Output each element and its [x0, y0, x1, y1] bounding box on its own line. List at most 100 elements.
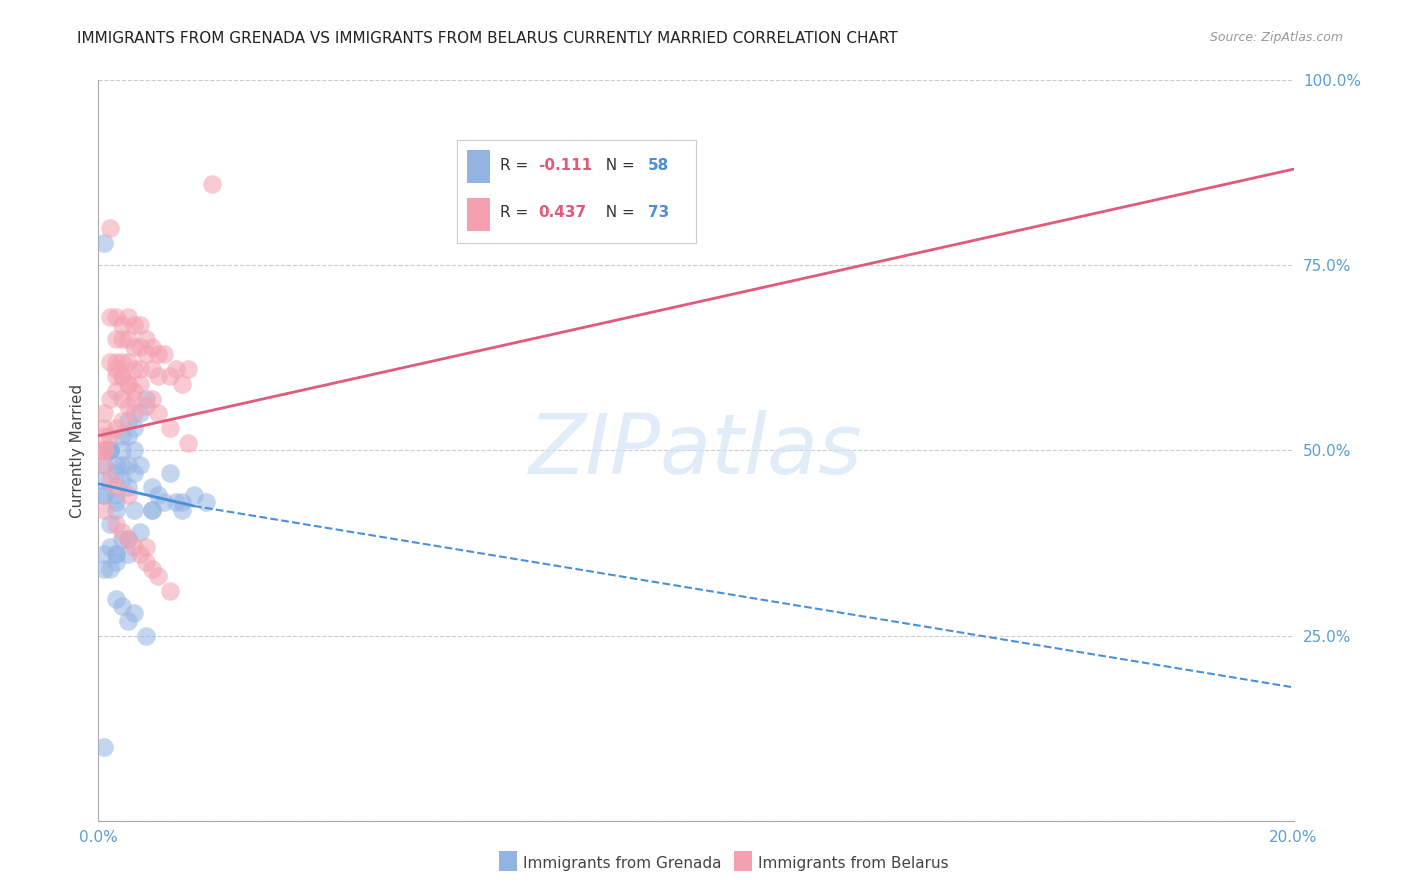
Point: [129, 362, 152, 376]
Point: [148, 488, 170, 502]
Point: [124, 540, 146, 554]
Point: [153, 347, 176, 361]
Point: [105, 310, 128, 325]
Point: [117, 354, 139, 368]
Point: [111, 392, 134, 406]
Point: [98, 443, 122, 458]
Point: [135, 555, 157, 569]
Point: [148, 347, 170, 361]
Point: [105, 362, 128, 376]
Point: [105, 384, 128, 399]
Point: [129, 340, 152, 354]
Point: [129, 407, 152, 421]
Point: [98, 562, 122, 576]
Point: [105, 502, 128, 516]
Point: [93, 443, 115, 458]
Point: [93, 473, 115, 487]
Point: [105, 555, 128, 569]
Point: [177, 436, 200, 450]
Point: [111, 599, 134, 613]
Point: [93, 236, 115, 251]
Point: [141, 480, 163, 494]
Point: [117, 414, 139, 428]
Point: [98, 428, 122, 442]
Point: [105, 466, 128, 480]
Point: [105, 517, 128, 532]
Point: [105, 369, 128, 384]
Text: Source: ZipAtlas.com: Source: ZipAtlas.com: [1209, 31, 1343, 45]
Point: [98, 540, 122, 554]
Point: [124, 384, 146, 399]
Point: [141, 362, 163, 376]
Point: [117, 533, 139, 547]
Point: [93, 502, 115, 516]
Text: ZIPatlas: ZIPatlas: [529, 410, 863, 491]
Point: [111, 533, 134, 547]
Point: [159, 369, 181, 384]
Point: [141, 562, 163, 576]
Point: [117, 480, 139, 494]
Point: [111, 332, 134, 346]
Point: [93, 739, 115, 754]
Point: [117, 332, 139, 346]
Point: [98, 354, 122, 368]
Point: [141, 502, 163, 516]
Point: [117, 310, 139, 325]
Point: [117, 533, 139, 547]
Point: [111, 524, 134, 539]
Point: [117, 376, 139, 391]
Point: [141, 340, 163, 354]
Point: [98, 443, 122, 458]
Point: [93, 458, 115, 473]
Point: [98, 517, 122, 532]
Point: [111, 354, 134, 368]
Point: [111, 473, 134, 487]
Point: [98, 392, 122, 406]
Point: [124, 362, 146, 376]
Point: [93, 488, 115, 502]
Point: [93, 421, 115, 435]
Point: [111, 428, 134, 442]
Point: [111, 414, 134, 428]
Point: [124, 502, 146, 516]
Point: [93, 428, 115, 442]
Point: [105, 495, 128, 509]
Point: [124, 466, 146, 480]
Point: [201, 177, 224, 191]
Point: [141, 392, 163, 406]
Text: Immigrants from Belarus: Immigrants from Belarus: [758, 856, 949, 871]
Point: [172, 376, 194, 391]
Point: [159, 421, 181, 435]
Point: [98, 221, 122, 235]
Point: [183, 488, 205, 502]
Point: [177, 362, 200, 376]
Point: [129, 547, 152, 561]
Point: [98, 473, 122, 487]
Point: [148, 569, 170, 583]
Point: [124, 392, 146, 406]
Point: [165, 362, 187, 376]
Point: [159, 466, 181, 480]
Point: [117, 547, 139, 561]
Point: [153, 495, 176, 509]
Point: [98, 310, 122, 325]
Point: [98, 443, 122, 458]
Point: [117, 488, 139, 502]
Point: [105, 547, 128, 561]
Point: [195, 495, 218, 509]
Point: [124, 340, 146, 354]
Point: [135, 332, 157, 346]
Point: [93, 488, 115, 502]
Point: [111, 318, 134, 332]
Point: [129, 458, 152, 473]
Point: [135, 540, 157, 554]
Point: [93, 407, 115, 421]
Point: [135, 628, 157, 642]
Point: [105, 480, 128, 494]
Point: [117, 399, 139, 413]
Point: [105, 458, 128, 473]
Point: [105, 547, 128, 561]
Point: [111, 369, 134, 384]
Point: [172, 502, 194, 516]
Point: [111, 443, 134, 458]
